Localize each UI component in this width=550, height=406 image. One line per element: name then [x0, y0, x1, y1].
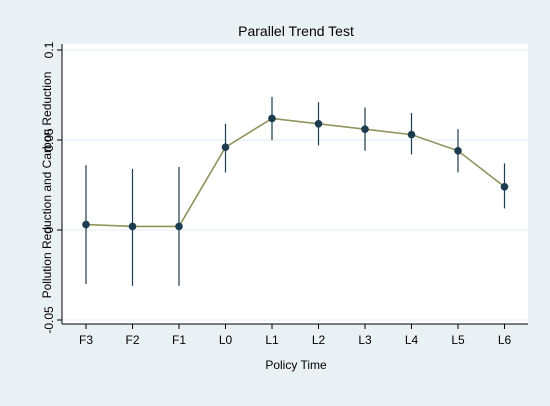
- x-tick-label: L6: [498, 333, 512, 347]
- data-point: [500, 183, 509, 191]
- data-point: [175, 222, 183, 231]
- x-tick-labels: F3 F2 F1 L0 L1 L2 L3 L4 L5 L6: [79, 333, 512, 347]
- data-point: [82, 220, 90, 229]
- y-tick-label: 0.1: [42, 41, 56, 58]
- y-tick-label: 0.05: [42, 128, 56, 152]
- data-point: [454, 147, 462, 155]
- series-line: [85, 117, 505, 228]
- x-tick-label: L1: [265, 333, 279, 347]
- data-point: [314, 120, 323, 128]
- plot-area: [62, 44, 528, 324]
- x-tick-label: F1: [172, 333, 186, 347]
- data-point: [407, 130, 416, 139]
- x-tick-label: F3: [79, 333, 93, 347]
- x-tick-label: L4: [405, 333, 419, 347]
- y-tick-label: 0: [42, 226, 56, 233]
- data-point: [268, 114, 276, 123]
- x-tick-label: L5: [451, 333, 465, 347]
- x-tick-label: L0: [219, 333, 233, 347]
- chart-title: Parallel Trend Test: [238, 23, 354, 39]
- x-axis-label: Policy Time: [265, 358, 327, 372]
- x-tick-label: F2: [125, 333, 139, 347]
- data-point: [128, 222, 137, 231]
- y-tick-labels: -0.05 0 0.05 0.1: [42, 41, 56, 333]
- data-point: [221, 143, 230, 151]
- series-line-layer: [85, 117, 505, 228]
- y-tick-label: -0.05: [42, 306, 56, 334]
- y-axis-label: Pollution Reduction and Carbon Reduction: [40, 72, 54, 299]
- x-tick-label: L2: [312, 333, 326, 347]
- gridlines: [62, 49, 528, 321]
- x-tick-label: L3: [358, 333, 372, 347]
- markers: [82, 114, 509, 231]
- axes: [57, 44, 528, 329]
- data-point: [361, 125, 369, 133]
